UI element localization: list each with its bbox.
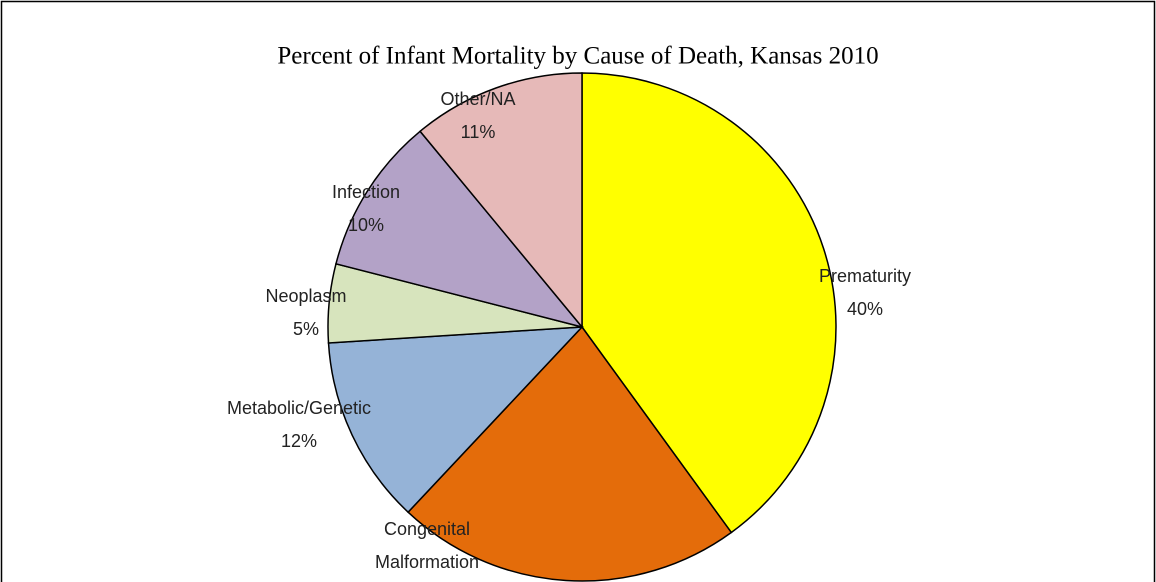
slice-value-label: 10%: [348, 215, 384, 235]
pie-slice: [581, 72, 837, 534]
slice-value-label: 11%: [461, 122, 496, 142]
slice-label: Metabolic/Genetic: [227, 398, 371, 418]
pie-slice: [327, 326, 584, 514]
slice-label: Neoplasm: [265, 286, 346, 306]
pie: [327, 72, 837, 582]
slice-label: Prematurity: [819, 266, 911, 286]
data-labels: Prematurity40%CongenitalMalformation22%M…: [227, 89, 911, 582]
pie-slice: [419, 72, 583, 330]
slice-label: Congenital Malformation: [375, 519, 479, 572]
chart-title: Percent of Infant Mortality by Cause of …: [277, 43, 878, 70]
slice-label: Other/NA: [440, 89, 515, 109]
slice-value-label: 12%: [281, 431, 317, 451]
slice-value-label: 40%: [847, 299, 883, 319]
pie-slice: [407, 325, 733, 582]
slice-value-label: 5%: [293, 319, 319, 339]
slice-label: Infection: [332, 182, 400, 202]
pie-slice: [335, 130, 585, 329]
